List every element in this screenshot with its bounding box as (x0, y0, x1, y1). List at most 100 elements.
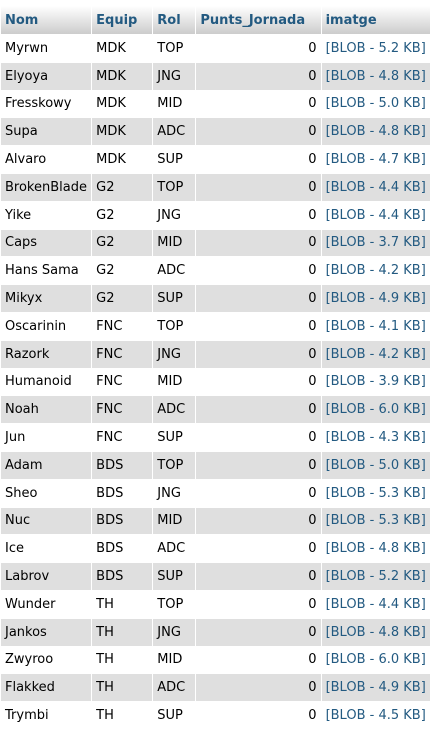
column-header-punts-jornada[interactable]: Punts_Jornada (196, 6, 321, 34)
cell-imatge[interactable]: [BLOB - 3.7 KB] (321, 229, 430, 257)
cell-rol: TOP (153, 312, 196, 340)
column-header-equip[interactable]: Equip (92, 6, 153, 34)
cell-rol: TOP (153, 173, 196, 201)
cell-punts-jornada: 0 (196, 118, 321, 146)
cell-rol: JNG (153, 479, 196, 507)
cell-imatge[interactable]: [BLOB - 4.4 KB] (321, 590, 430, 618)
cell-rol: JNG (153, 201, 196, 229)
table-row[interactable]: Noah FNC ADC 0 [BLOB - 6.0 KB] (1, 396, 430, 424)
cell-rol: JNG (153, 62, 196, 90)
table-row[interactable]: Alvaro MDK SUP 0 [BLOB - 4.7 KB] (1, 146, 430, 173)
cell-punts-jornada: 0 (196, 35, 321, 62)
table-row[interactable]: Trymbi TH SUP 0 [BLOB - 4.5 KB] (1, 702, 430, 729)
cell-imatge[interactable]: [BLOB - 5.0 KB] (321, 451, 430, 479)
cell-imatge[interactable]: [BLOB - 6.0 KB] (321, 396, 430, 424)
table-row[interactable]: Wunder TH TOP 0 [BLOB - 4.4 KB] (1, 590, 430, 618)
table-row[interactable]: BrokenBlade G2 TOP 0 [BLOB - 4.4 KB] (1, 173, 430, 201)
table-row[interactable]: Nuc BDS MID 0 [BLOB - 5.3 KB] (1, 507, 430, 535)
cell-equip: FNC (92, 340, 153, 368)
results-table: Nom Equip Rol Punts_Jornada imatge Myrwn… (0, 5, 431, 730)
cell-imatge[interactable]: [BLOB - 4.7 KB] (321, 146, 430, 173)
column-header-imatge[interactable]: imatge (321, 6, 430, 34)
cell-imatge[interactable]: [BLOB - 5.3 KB] (321, 479, 430, 507)
cell-imatge[interactable]: [BLOB - 5.3 KB] (321, 507, 430, 535)
table-row[interactable]: Hans Sama G2 ADC 0 [BLOB - 4.2 KB] (1, 257, 430, 285)
cell-punts-jornada: 0 (196, 507, 321, 535)
cell-punts-jornada: 0 (196, 173, 321, 201)
cell-nom: Zwyroo (1, 646, 92, 674)
cell-imatge[interactable]: [BLOB - 5.2 KB] (321, 563, 430, 590)
cell-punts-jornada: 0 (196, 451, 321, 479)
cell-imatge[interactable]: [BLOB - 4.4 KB] (321, 201, 430, 229)
cell-imatge[interactable]: [BLOB - 4.4 KB] (321, 173, 430, 201)
cell-rol: MID (153, 368, 196, 396)
cell-nom: Fresskowy (1, 90, 92, 118)
table-row[interactable]: Humanoid FNC MID 0 [BLOB - 3.9 KB] (1, 368, 430, 396)
cell-nom: Adam (1, 451, 92, 479)
column-header-nom[interactable]: Nom (1, 6, 92, 34)
cell-imatge[interactable]: [BLOB - 4.2 KB] (321, 340, 430, 368)
cell-nom: Supa (1, 118, 92, 146)
cell-nom: BrokenBlade (1, 173, 92, 201)
table-row[interactable]: Razork FNC JNG 0 [BLOB - 4.2 KB] (1, 340, 430, 368)
cell-imatge[interactable]: [BLOB - 4.8 KB] (321, 535, 430, 563)
table-row[interactable]: Flakked TH ADC 0 [BLOB - 4.9 KB] (1, 674, 430, 702)
cell-nom: Labrov (1, 563, 92, 590)
cell-imatge[interactable]: [BLOB - 4.1 KB] (321, 312, 430, 340)
table-row[interactable]: Yike G2 JNG 0 [BLOB - 4.4 KB] (1, 201, 430, 229)
cell-nom: Wunder (1, 590, 92, 618)
cell-imatge[interactable]: [BLOB - 5.2 KB] (321, 35, 430, 62)
cell-imatge[interactable]: [BLOB - 3.9 KB] (321, 368, 430, 396)
cell-equip: MDK (92, 90, 153, 118)
cell-nom: Elyoya (1, 62, 92, 90)
cell-equip: BDS (92, 535, 153, 563)
cell-punts-jornada: 0 (196, 618, 321, 646)
cell-rol: TOP (153, 35, 196, 62)
cell-nom: Flakked (1, 674, 92, 702)
cell-equip: BDS (92, 451, 153, 479)
table-row[interactable]: Adam BDS TOP 0 [BLOB - 5.0 KB] (1, 451, 430, 479)
cell-imatge[interactable]: [BLOB - 5.0 KB] (321, 90, 430, 118)
cell-rol: SUP (153, 702, 196, 729)
table-row[interactable]: Jankos TH JNG 0 [BLOB - 4.8 KB] (1, 618, 430, 646)
cell-imatge[interactable]: [BLOB - 4.8 KB] (321, 618, 430, 646)
table-row[interactable]: Jun FNC SUP 0 [BLOB - 4.3 KB] (1, 424, 430, 451)
cell-rol: ADC (153, 118, 196, 146)
table-row[interactable]: Fresskowy MDK MID 0 [BLOB - 5.0 KB] (1, 90, 430, 118)
table-row[interactable]: Myrwn MDK TOP 0 [BLOB - 5.2 KB] (1, 35, 430, 62)
column-header-rol[interactable]: Rol (153, 6, 196, 34)
table-row[interactable]: Caps G2 MID 0 [BLOB - 3.7 KB] (1, 229, 430, 257)
table-row[interactable]: Labrov BDS SUP 0 [BLOB - 5.2 KB] (1, 563, 430, 590)
cell-equip: TH (92, 646, 153, 674)
cell-punts-jornada: 0 (196, 396, 321, 424)
cell-imatge[interactable]: [BLOB - 4.2 KB] (321, 257, 430, 285)
cell-equip: MDK (92, 35, 153, 62)
table-row[interactable]: Elyoya MDK JNG 0 [BLOB - 4.8 KB] (1, 62, 430, 90)
cell-imatge[interactable]: [BLOB - 4.8 KB] (321, 118, 430, 146)
cell-rol: SUP (153, 146, 196, 173)
table-row[interactable]: Sheo BDS JNG 0 [BLOB - 5.3 KB] (1, 479, 430, 507)
table-row[interactable]: Ice BDS ADC 0 [BLOB - 4.8 KB] (1, 535, 430, 563)
table-row[interactable]: Mikyx G2 SUP 0 [BLOB - 4.9 KB] (1, 285, 430, 312)
cell-rol: SUP (153, 285, 196, 312)
table-row[interactable]: Zwyroo TH MID 0 [BLOB - 6.0 KB] (1, 646, 430, 674)
cell-rol: ADC (153, 535, 196, 563)
cell-nom: Trymbi (1, 702, 92, 729)
cell-imatge[interactable]: [BLOB - 4.8 KB] (321, 62, 430, 90)
cell-rol: JNG (153, 618, 196, 646)
cell-rol: JNG (153, 340, 196, 368)
cell-equip: FNC (92, 424, 153, 451)
table-row[interactable]: Supa MDK ADC 0 [BLOB - 4.8 KB] (1, 118, 430, 146)
cell-rol: TOP (153, 590, 196, 618)
cell-equip: TH (92, 590, 153, 618)
table-row[interactable]: Oscarinin FNC TOP 0 [BLOB - 4.1 KB] (1, 312, 430, 340)
cell-nom: Myrwn (1, 35, 92, 62)
cell-punts-jornada: 0 (196, 702, 321, 729)
cell-imatge[interactable]: [BLOB - 6.0 KB] (321, 646, 430, 674)
cell-imatge[interactable]: [BLOB - 4.5 KB] (321, 702, 430, 729)
cell-nom: Caps (1, 229, 92, 257)
cell-imatge[interactable]: [BLOB - 4.9 KB] (321, 285, 430, 312)
cell-imatge[interactable]: [BLOB - 4.3 KB] (321, 424, 430, 451)
cell-imatge[interactable]: [BLOB - 4.9 KB] (321, 674, 430, 702)
cell-punts-jornada: 0 (196, 479, 321, 507)
